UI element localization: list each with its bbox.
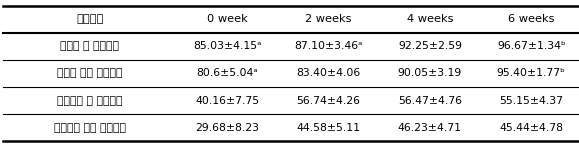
Text: 45.44±4.78: 45.44±4.78 <box>499 123 563 133</box>
Text: 원정액 총 운동정자: 원정액 총 운동정자 <box>60 41 119 51</box>
Text: 4 weeks: 4 weeks <box>406 14 453 24</box>
Text: 85.03±4.15ᵃ: 85.03±4.15ᵃ <box>193 41 262 51</box>
Text: 95.40±1.77ᵇ: 95.40±1.77ᵇ <box>497 69 566 78</box>
Text: 96.67±1.34ᵇ: 96.67±1.34ᵇ <box>497 41 566 51</box>
Text: 90.05±3.19: 90.05±3.19 <box>398 69 462 78</box>
Text: 55.15±4.37: 55.15±4.37 <box>499 96 563 106</box>
Text: 동결정액 총 운동정자: 동결정액 총 운동정자 <box>57 96 123 106</box>
Text: 원정액 직진 운동정자: 원정액 직진 운동정자 <box>57 69 123 78</box>
Text: 83.40±4.06: 83.40±4.06 <box>296 69 361 78</box>
Text: 56.47±4.76: 56.47±4.76 <box>398 96 462 106</box>
Text: 2 weeks: 2 weeks <box>305 14 352 24</box>
Text: 92.25±2.59: 92.25±2.59 <box>398 41 462 51</box>
Text: 6 weeks: 6 weeks <box>508 14 555 24</box>
Text: 0 week: 0 week <box>207 14 248 24</box>
Text: 평가항목: 평가항목 <box>76 14 104 24</box>
Text: 87.10±3.46ᵃ: 87.10±3.46ᵃ <box>294 41 363 51</box>
Text: 동결정액 직진 운동정자: 동결정액 직진 운동정자 <box>54 123 126 133</box>
Text: 40.16±7.75: 40.16±7.75 <box>195 96 259 106</box>
Text: 29.68±8.23: 29.68±8.23 <box>195 123 259 133</box>
Text: 46.23±4.71: 46.23±4.71 <box>398 123 462 133</box>
Text: 56.74±4.26: 56.74±4.26 <box>296 96 361 106</box>
Text: 80.6±5.04ᵃ: 80.6±5.04ᵃ <box>196 69 258 78</box>
Text: 44.58±5.11: 44.58±5.11 <box>296 123 361 133</box>
